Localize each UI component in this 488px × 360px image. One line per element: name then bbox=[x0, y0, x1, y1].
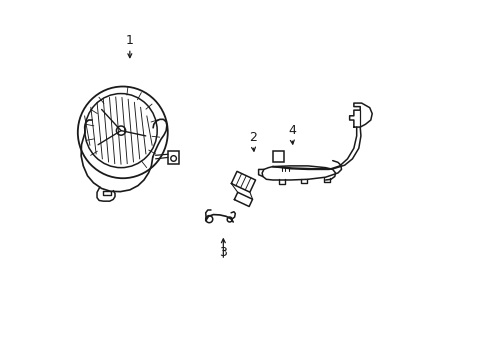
Bar bbox=[167, 151, 179, 164]
Text: 4: 4 bbox=[287, 124, 295, 137]
Bar bbox=[272, 151, 284, 162]
Text: 3: 3 bbox=[219, 246, 227, 259]
Text: 1: 1 bbox=[125, 34, 134, 47]
Text: 2: 2 bbox=[249, 131, 257, 144]
